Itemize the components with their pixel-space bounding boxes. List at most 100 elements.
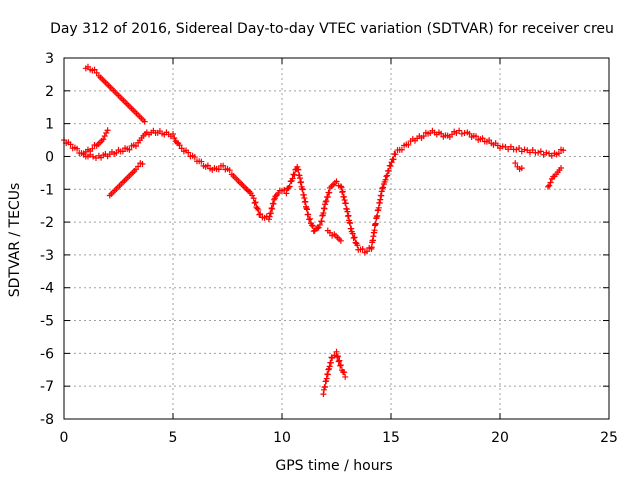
data-point xyxy=(67,141,74,148)
data-point xyxy=(333,348,340,355)
data-point xyxy=(458,130,465,137)
data-point xyxy=(456,127,463,134)
data-point xyxy=(271,196,278,203)
data-point xyxy=(126,146,133,153)
data-point xyxy=(316,221,323,228)
x-tick-label: 15 xyxy=(382,430,400,446)
data-point xyxy=(544,183,551,190)
data-point xyxy=(546,182,553,189)
x-tick-label: 0 xyxy=(60,430,69,446)
data-point xyxy=(364,248,371,255)
data-point xyxy=(323,197,330,204)
data-point xyxy=(543,149,550,156)
data-point xyxy=(314,225,321,232)
data-point xyxy=(198,158,205,165)
plot-frame xyxy=(63,57,610,420)
data-point xyxy=(80,150,87,157)
y-tick-label: 2 xyxy=(45,84,54,100)
data-point xyxy=(337,362,344,369)
series-trace-dip-lower xyxy=(324,227,344,244)
data-point xyxy=(405,141,412,148)
data-point xyxy=(304,206,311,213)
data-point xyxy=(74,145,81,152)
data-point xyxy=(547,179,554,186)
data-point xyxy=(256,211,263,218)
grid xyxy=(64,58,609,419)
data-point xyxy=(384,172,391,179)
data-point xyxy=(104,127,111,134)
y-tick-label: -6 xyxy=(40,346,54,362)
data-point xyxy=(306,216,313,223)
data-point xyxy=(299,186,306,193)
y-tick-label: 3 xyxy=(45,51,54,67)
data-point xyxy=(89,145,96,152)
data-point xyxy=(305,211,312,218)
data-point xyxy=(135,163,142,170)
data-point xyxy=(387,163,394,170)
data-point xyxy=(342,373,349,380)
data-point xyxy=(170,130,176,137)
data-point xyxy=(461,130,468,137)
data-point xyxy=(204,162,211,169)
data-point xyxy=(191,154,198,161)
data-point xyxy=(521,146,528,153)
data-point xyxy=(91,66,98,73)
data-point xyxy=(558,165,565,172)
data-point xyxy=(220,162,227,169)
data-point xyxy=(295,166,302,173)
data-point xyxy=(351,234,358,241)
x-tick-label: 5 xyxy=(169,430,178,446)
y-axis-label: SDTVAR / TECUs xyxy=(7,183,23,298)
data-point xyxy=(347,220,354,227)
data-point xyxy=(354,242,361,249)
data-point xyxy=(185,149,192,156)
y-tick-label: -4 xyxy=(40,281,54,297)
data-point xyxy=(269,205,276,212)
data-point xyxy=(334,354,341,361)
data-point xyxy=(560,147,567,154)
data-point xyxy=(338,184,345,191)
data-point xyxy=(176,142,183,149)
data-point xyxy=(286,183,293,190)
y-tick-label: -3 xyxy=(40,248,54,264)
x-tick-label: 20 xyxy=(491,430,509,446)
data-point xyxy=(250,195,257,202)
data-point xyxy=(215,166,222,173)
data-point xyxy=(337,183,344,190)
data-point xyxy=(257,211,264,218)
data-point xyxy=(466,130,473,137)
data-point xyxy=(289,175,296,182)
data-point xyxy=(392,151,399,158)
data-point xyxy=(486,137,493,144)
series-trace-main xyxy=(61,127,567,256)
y-tick-label: -5 xyxy=(40,314,54,330)
data-point xyxy=(350,235,357,242)
data-point xyxy=(318,218,325,225)
data-point xyxy=(326,363,333,370)
chart-title: Day 312 of 2016, Sidereal Day-to-day VTE… xyxy=(50,21,614,37)
series-trace-outlier xyxy=(320,348,349,398)
series-trace-high xyxy=(82,63,148,125)
y-tick-label: -8 xyxy=(40,412,54,428)
data-point xyxy=(385,167,392,174)
data-point xyxy=(226,167,233,174)
data-point xyxy=(139,160,146,167)
series-trace-late-low xyxy=(512,160,525,173)
x-tick-label: 25 xyxy=(600,430,618,446)
data-point xyxy=(382,176,389,183)
data-point xyxy=(339,188,346,195)
data-point xyxy=(254,205,261,212)
data-point xyxy=(372,220,379,227)
data-point xyxy=(265,216,272,223)
data-point xyxy=(309,223,316,230)
series-trace-low-rise xyxy=(106,160,146,199)
data-point xyxy=(398,146,405,153)
y-tick-label: -7 xyxy=(40,379,54,395)
data-point xyxy=(390,156,397,163)
data-point xyxy=(327,359,334,366)
y-tick-label: 0 xyxy=(45,149,54,165)
data-point xyxy=(335,358,342,365)
data-point xyxy=(90,153,97,160)
data-point xyxy=(308,222,315,229)
